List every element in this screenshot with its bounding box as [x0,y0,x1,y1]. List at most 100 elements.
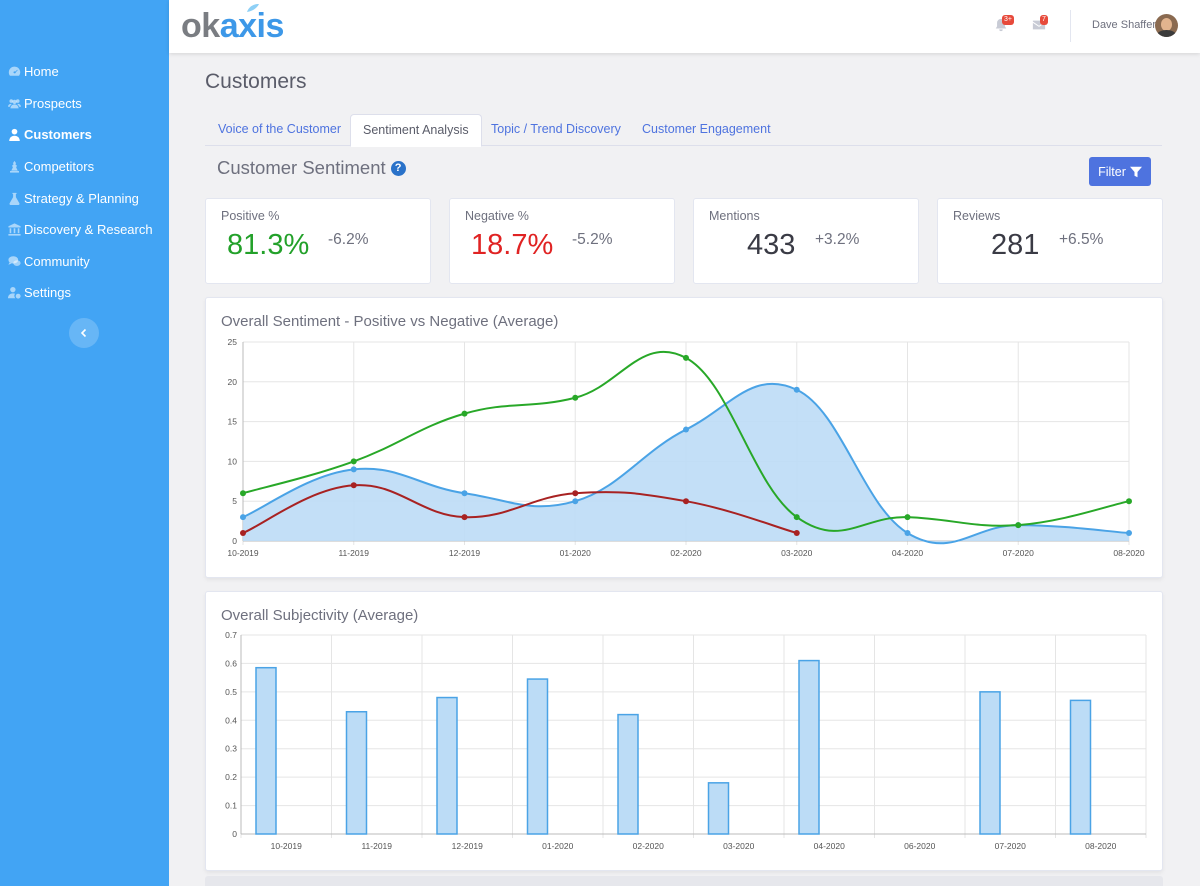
stat-value: 433 [747,229,796,261]
y-tick-label: 15 [228,417,238,427]
stat-label: Reviews [953,209,1001,223]
series-line-2 [242,484,798,535]
university-icon [7,223,21,237]
y-tick-label: 0.7 [225,630,237,640]
data-point-2 [793,530,800,537]
x-tick-label: 10-2019 [271,841,302,851]
x-tick-label: 04-2020 [892,548,923,558]
alerts-button[interactable]: 3+ [994,15,1014,34]
y-tick-label: 0.1 [225,801,237,811]
sidebar-item-label: Settings [24,285,71,301]
stat-value: 18.7% [471,229,554,261]
stat-change: -5.2% [572,231,613,248]
sentiment-line-chart: 0 5 10 15 20 25 10-2019 11-2019 12-2019 01-2020 02… [227,337,1144,558]
sidebar-collapse-button[interactable] [69,318,99,348]
data-point-0 [350,466,357,473]
tab-topic-trend-discovery[interactable]: Topic / Trend Discovery [491,122,621,136]
y-tick-label: 5 [232,496,237,506]
sidebar-item-customers[interactable]: Customers [0,119,169,151]
section-title: Customer Sentiment ? [217,157,406,179]
x-tick-label: 02-2020 [670,548,701,558]
x-tick-label: 08-2020 [1113,548,1144,558]
subjectivity-bar-chart: 0 0.1 0.2 0.3 0.4 0.5 0.6 0.7 10-2019 11-2019 12-2… [225,630,1147,851]
y-tick-label: 0.2 [225,772,237,782]
x-tick-label: 04-2020 [814,841,845,851]
chart-title: Overall Subjectivity (Average) [221,607,419,624]
data-point-1 [240,490,246,497]
sidebar-item-home[interactable]: Home [0,56,169,88]
tab-sentiment-analysis[interactable]: Sentiment Analysis [350,114,482,147]
stat-value: 281 [991,229,1040,261]
data-point-2 [240,530,246,537]
y-tick-label: 0.4 [225,715,237,725]
data-point-1 [1126,498,1132,505]
x-tick-label: 07-2020 [995,841,1026,851]
data-point-1 [350,458,357,465]
bar [617,713,639,835]
alerts-badge: 3+ [1002,15,1014,25]
stat-label: Mentions [709,209,760,223]
series-line-0 [242,382,1130,545]
y-tick-label: 0 [232,829,237,839]
stat-card-positive: Positive % 81.3% -6.2% [205,198,431,284]
data-point-0 [904,530,911,537]
tab-customer-engagement[interactable]: Customer Engagement [642,122,771,136]
okaxis-logo[interactable]: ok axis [181,6,284,46]
page-title: Customers [205,70,307,93]
sidebar-item-prospects[interactable]: Prospects [0,88,169,120]
help-icon[interactable]: ? [390,160,406,176]
sentiment-chart-card: Overall Sentiment - Positive vs Negative… [205,297,1163,578]
data-point-1 [461,410,468,417]
data-point-0 [1126,530,1132,537]
sidebar-item-community[interactable]: Community [0,246,169,278]
chart-title: Overall Sentiment - Positive vs Negative… [221,313,559,330]
subjectivity-chart-card: Overall Subjectivity (Average) 0 0.1 0.2 0.… [205,591,1163,871]
y-tick-label: 0.6 [225,658,237,668]
avatar[interactable] [1155,14,1178,37]
data-point-1 [683,354,689,361]
sidebar-item-competitors[interactable]: Competitors [0,151,169,183]
bar [526,678,549,835]
stat-card-reviews: Reviews 281 +6.5% [937,198,1163,284]
y-tick-label: 10 [228,456,238,466]
data-point-2 [572,490,579,497]
y-tick-label: 0.3 [225,744,237,754]
bar [798,659,820,835]
sidebar: Home Prospects Customers Competitors Str… [0,0,169,886]
stat-label: Positive % [221,209,280,223]
sidebar-item-label: Strategy & Planning [24,190,139,206]
x-tick-label: 08-2020 [1085,841,1116,851]
stat-card-negative: Negative % 18.7% -5.2% [449,198,675,284]
data-point-0 [793,386,800,393]
stat-label: Negative % [465,209,529,223]
bar [707,782,730,835]
y-tick-label: 25 [228,337,238,347]
filter-button[interactable]: Filter [1089,157,1151,186]
sidebar-item-strategy[interactable]: Strategy & Planning [0,182,169,214]
messages-badge: 7 [1040,15,1048,25]
x-tick-label: 01-2020 [560,548,591,558]
logo-text-axis: axis [219,7,285,45]
topbar-divider [1070,10,1071,42]
data-point-2 [683,498,689,505]
sidebar-item-discovery[interactable]: Discovery & Research [0,214,169,246]
data-point-2 [461,514,468,521]
data-point-1 [1015,522,1022,529]
tab-voice-of-customer[interactable]: Voice of the Customer [218,122,341,136]
bar [1069,699,1092,835]
y-tick-label: 0 [232,536,237,546]
chevron-left-icon [80,328,87,338]
tab-bar: Voice of the Customer Sentiment Analysis… [205,114,1162,147]
user-cog-icon [7,286,21,300]
user-name[interactable]: Dave Shaffer [1092,19,1157,31]
data-point-0 [461,490,468,497]
data-point-0 [240,514,246,521]
x-tick-label: 07-2020 [1003,548,1034,558]
messages-button[interactable]: 7 [1032,15,1048,34]
sidebar-item-settings[interactable]: Settings [0,277,169,309]
stat-change: -6.2% [328,231,369,248]
x-tick-label: 02-2020 [633,841,664,851]
data-point-1 [793,514,800,521]
bar [979,691,1001,835]
x-tick-label: 03-2020 [723,841,754,851]
